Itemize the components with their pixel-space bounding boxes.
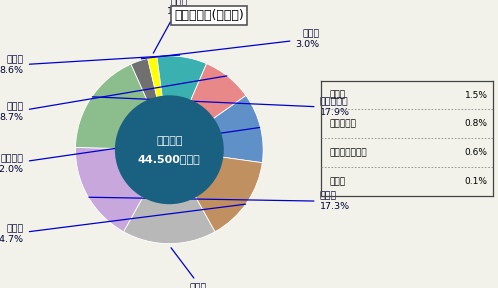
- Text: 0.6%: 0.6%: [465, 148, 488, 157]
- Text: 44.500百万円: 44.500百万円: [138, 154, 201, 164]
- Text: 予備費: 予備費: [330, 177, 346, 186]
- Text: 扶助費
8.6%: 扶助費 8.6%: [0, 55, 180, 75]
- Text: 0.1%: 0.1%: [465, 177, 488, 186]
- Text: 補助費等
12.0%: 補助費等 12.0%: [0, 128, 259, 174]
- Text: 投資及び出資金: 投資及び出資金: [330, 148, 368, 157]
- Text: 0.8%: 0.8%: [465, 119, 488, 128]
- Circle shape: [115, 95, 224, 204]
- Wedge shape: [169, 96, 263, 163]
- Wedge shape: [76, 147, 169, 232]
- Text: 人件費
16.2%: 人件費 16.2%: [171, 248, 220, 288]
- Text: 1.5%: 1.5%: [465, 90, 488, 100]
- Wedge shape: [76, 64, 169, 150]
- Text: 繰出金
8.7%: 繰出金 8.7%: [0, 76, 227, 122]
- Text: 公債費
17.3%: 公債費 17.3%: [89, 192, 350, 211]
- Wedge shape: [169, 64, 246, 150]
- Text: 貸付金
1.6%: 貸付金 1.6%: [153, 0, 191, 53]
- Wedge shape: [124, 150, 215, 244]
- Text: 物件費
14.7%: 物件費 14.7%: [0, 204, 246, 244]
- Wedge shape: [157, 56, 207, 150]
- Text: 歳出総額: 歳出総額: [156, 136, 183, 146]
- Text: その他
3.0%: その他 3.0%: [141, 29, 320, 59]
- Text: 投資的経費
17.9%: 投資的経費 17.9%: [93, 97, 350, 117]
- Text: 維持補修費: 維持補修費: [330, 119, 357, 128]
- Text: 歳出構成比(性質別): 歳出構成比(性質別): [174, 9, 244, 22]
- Wedge shape: [148, 57, 169, 150]
- Wedge shape: [131, 58, 169, 150]
- Wedge shape: [169, 150, 262, 232]
- Text: 積立金: 積立金: [330, 90, 346, 100]
